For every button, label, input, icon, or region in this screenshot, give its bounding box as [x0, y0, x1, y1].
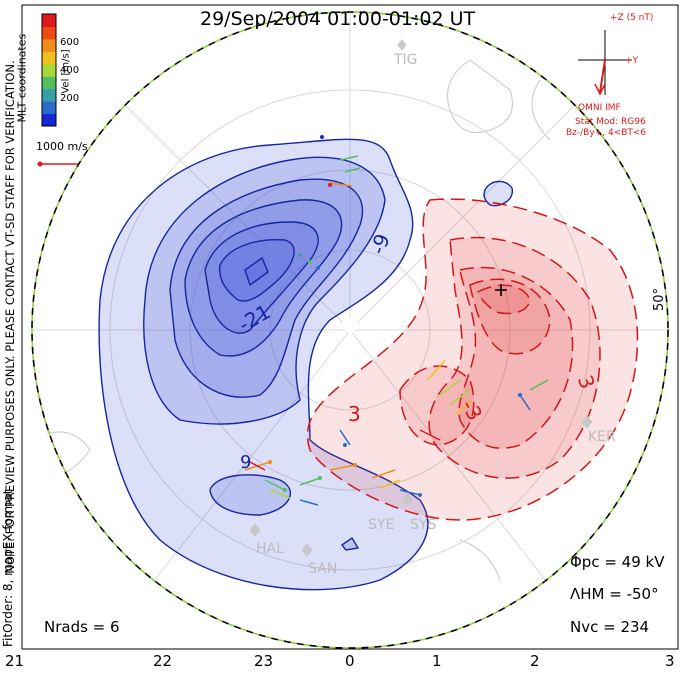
colorbar-segment [42, 101, 56, 115]
station-ker: KER [588, 429, 616, 445]
colorbar-segment [42, 26, 56, 40]
hm-boundary-green [31, 11, 669, 649]
scale-vector-origin [37, 161, 43, 167]
dusk-cell [98, 138, 514, 591]
dawn-cell [306, 198, 639, 521]
stat-lambda-hm: ΛHM = -50° [570, 585, 659, 603]
imf-stat-mod: Stat Mod: RG96 [575, 117, 646, 127]
stat-n-vc: Nvc = 234 [570, 618, 650, 636]
station-sys: SYS [410, 517, 437, 533]
pole-marker [342, 317, 358, 333]
imf-vector-head [594, 83, 606, 96]
mlt-tick-2: 2 [530, 652, 540, 670]
station-san: SAN [308, 561, 338, 577]
colorbar-segment [42, 76, 56, 90]
latitude-label: 50° [652, 287, 668, 312]
mlt-tick-3: 3 [665, 652, 675, 670]
stat-n-rads: Nrads = 6 [44, 618, 120, 636]
imf-condition: Bz-/By+, 4<BT<6 [566, 128, 647, 138]
imf-axis-y: +Y [625, 56, 639, 66]
colorbar-segment [42, 38, 56, 52]
plot-frame [21, 4, 679, 650]
mlt-tick-21: 21 [5, 652, 25, 670]
colorbar-segment [42, 113, 56, 127]
colorbar-segment [42, 63, 56, 77]
stat-phi-pc: Φpc = 49 kV [570, 553, 665, 571]
fit-note: FitOrder: 8, mapEX format [1, 489, 15, 647]
colorbar-segment [42, 51, 56, 65]
scale-vector-label: 1000 m/s [36, 140, 88, 153]
imf-vector [599, 59, 606, 93]
colorbar-segment [42, 14, 56, 27]
colorbar-tick-600: 600 [60, 37, 80, 48]
mlt-tick-22: 22 [153, 652, 173, 670]
colorbar-outline [41, 13, 57, 127]
mlt-tick-23: 23 [254, 652, 274, 670]
station-sye: SYE [368, 517, 395, 533]
station-markers [249, 39, 593, 557]
contour-label-9: 9 [240, 452, 252, 473]
mlt-tick-1: 1 [432, 652, 442, 670]
imf-axis-z: +Z (5 nT) [610, 13, 654, 23]
contour-label-3a: 3 [348, 402, 361, 426]
colorbar-tick-200: 200 [60, 93, 80, 104]
station-tig: TIG [394, 52, 418, 68]
potential-max-marker [495, 284, 507, 296]
station-hal: HAL [256, 541, 284, 557]
mlt-tick-0: 0 [345, 652, 355, 670]
velocity-points [268, 135, 522, 497]
mlt-axis: 21 22 23 0 1 2 3 [0, 652, 680, 674]
velocity-colorbar [41, 13, 57, 127]
colorbar-tick-400: 400 [60, 65, 80, 76]
page-title: 29/Sep/2004 01:00-01:02 UT [200, 8, 476, 30]
imf-label: OMNI IMF [578, 103, 621, 113]
velocity-vectors [244, 155, 549, 506]
coords-label: MLT coordinates [15, 33, 29, 123]
colorbar-segment [42, 88, 56, 102]
